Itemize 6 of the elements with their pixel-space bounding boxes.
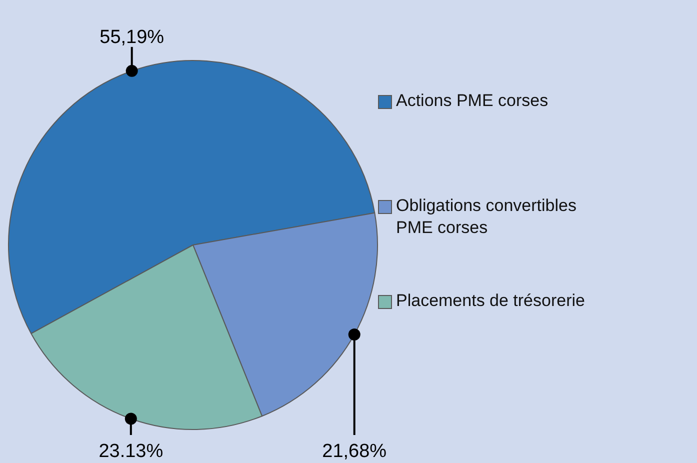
legend-label: Placements de trésorerie [396,290,585,312]
data-label: 55,19% [100,26,164,48]
data-label: 21,68% [322,441,387,462]
legend-label: Actions PME corses [396,90,548,112]
legend-label: Obligations convertibles PME corses [396,195,578,239]
data-label: 23.13% [98,441,164,462]
